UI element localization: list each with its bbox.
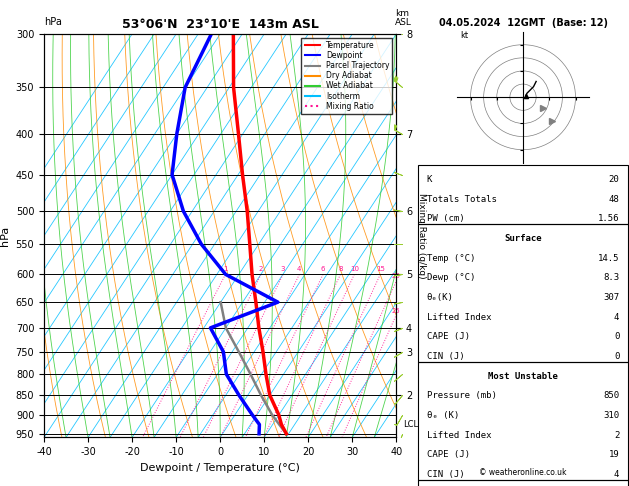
Text: 4: 4 [614, 312, 620, 322]
Text: hPa: hPa [44, 17, 62, 27]
Text: 3: 3 [281, 266, 286, 272]
Text: 850: 850 [603, 391, 620, 400]
Bar [418, 362, 628, 480]
Text: 14.5: 14.5 [598, 254, 620, 263]
Text: LCL: LCL [403, 420, 418, 429]
Text: θₑ (K): θₑ (K) [426, 411, 459, 420]
Text: 25: 25 [391, 308, 400, 314]
Text: 2: 2 [259, 266, 263, 272]
Text: CAPE (J): CAPE (J) [426, 450, 470, 459]
Text: 1: 1 [223, 266, 228, 272]
Text: Dewp (°C): Dewp (°C) [426, 273, 475, 282]
Text: 8.3: 8.3 [603, 273, 620, 282]
Text: 307: 307 [603, 293, 620, 302]
Text: Lifted Index: Lifted Index [426, 431, 491, 440]
Text: 48: 48 [609, 195, 620, 204]
Text: 4: 4 [297, 266, 301, 272]
Legend: Temperature, Dewpoint, Parcel Trajectory, Dry Adiabat, Wet Adiabat, Isotherm, Mi: Temperature, Dewpoint, Parcel Trajectory… [301, 38, 392, 114]
Title: 53°06'N  23°10'E  143m ASL: 53°06'N 23°10'E 143m ASL [122, 18, 318, 32]
Text: 20: 20 [609, 175, 620, 184]
Text: Totals Totals: Totals Totals [426, 195, 496, 204]
Text: © weatheronline.co.uk: © weatheronline.co.uk [479, 468, 567, 477]
Text: 20: 20 [391, 274, 400, 279]
Text: 15: 15 [376, 266, 385, 272]
Y-axis label: Mixing Ratio (g/kg): Mixing Ratio (g/kg) [417, 193, 426, 278]
Text: CAPE (J): CAPE (J) [426, 332, 470, 341]
Text: Pressure (mb): Pressure (mb) [426, 391, 496, 400]
Bar [418, 224, 628, 362]
Text: θₑ(K): θₑ(K) [426, 293, 454, 302]
Text: 1.56: 1.56 [598, 214, 620, 224]
Text: Lifted Index: Lifted Index [426, 312, 491, 322]
Text: 8: 8 [338, 266, 343, 272]
Text: 6: 6 [321, 266, 325, 272]
Text: 04.05.2024  12GMT  (Base: 12): 04.05.2024 12GMT (Base: 12) [438, 17, 608, 28]
Text: 310: 310 [603, 411, 620, 420]
Text: Most Unstable: Most Unstable [488, 372, 558, 381]
Text: 0: 0 [614, 332, 620, 341]
Text: CIN (J): CIN (J) [426, 352, 464, 361]
Text: 4: 4 [614, 470, 620, 479]
Text: 0: 0 [614, 352, 620, 361]
Text: 10: 10 [350, 266, 359, 272]
Text: km
ASL: km ASL [395, 9, 412, 27]
Y-axis label: hPa: hPa [0, 226, 10, 246]
X-axis label: Dewpoint / Temperature (°C): Dewpoint / Temperature (°C) [140, 463, 300, 473]
Text: 19: 19 [609, 450, 620, 459]
Text: Temp (°C): Temp (°C) [426, 254, 475, 263]
Text: 2: 2 [614, 431, 620, 440]
Text: kt: kt [460, 31, 468, 40]
Text: PW (cm): PW (cm) [426, 214, 464, 224]
Text: CIN (J): CIN (J) [426, 470, 464, 479]
Text: K: K [426, 175, 432, 184]
Text: Surface: Surface [504, 234, 542, 243]
Bar [418, 165, 628, 224]
Bar [418, 480, 628, 486]
